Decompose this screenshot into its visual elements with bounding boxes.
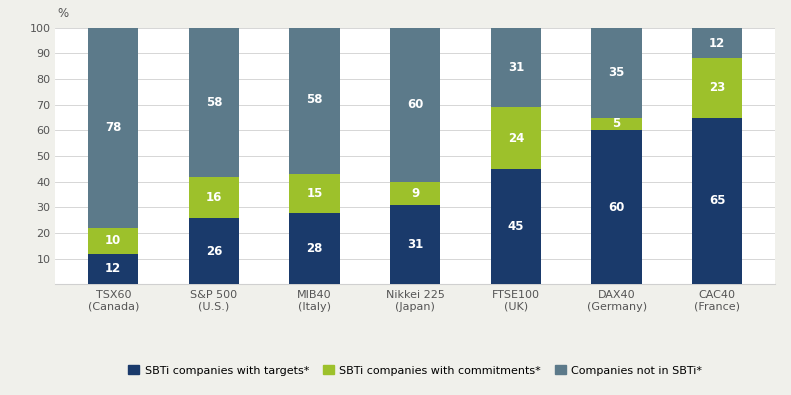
Text: %: %	[58, 7, 69, 20]
Bar	[390, 205, 441, 284]
Bar	[490, 169, 541, 284]
Text: 45: 45	[508, 220, 524, 233]
Text: 23: 23	[710, 81, 725, 94]
Text: 5: 5	[612, 117, 621, 130]
Bar	[88, 28, 138, 228]
Bar	[189, 177, 239, 218]
Bar	[88, 228, 138, 254]
Text: 31: 31	[407, 238, 423, 251]
Text: 9: 9	[411, 187, 419, 200]
Bar	[592, 130, 642, 284]
Bar	[692, 58, 743, 118]
Bar	[88, 254, 138, 284]
Text: 58: 58	[206, 96, 222, 109]
Text: 10: 10	[105, 234, 121, 247]
Bar	[692, 28, 743, 58]
Text: 26: 26	[206, 245, 222, 258]
Legend: SBTi companies with targets*, SBTi companies with commitments*, Companies not in: SBTi companies with targets*, SBTi compa…	[125, 362, 706, 379]
Bar	[290, 25, 340, 174]
Bar	[490, 107, 541, 169]
Text: 24: 24	[508, 132, 524, 145]
Bar	[390, 28, 441, 182]
Bar	[592, 28, 642, 118]
Bar	[592, 118, 642, 130]
Text: 58: 58	[306, 93, 323, 106]
Bar	[189, 218, 239, 284]
Bar	[390, 182, 441, 205]
Text: 60: 60	[407, 98, 423, 111]
Text: 31: 31	[508, 61, 524, 74]
Bar	[290, 174, 340, 213]
Text: 16: 16	[206, 191, 222, 203]
Text: 12: 12	[710, 37, 725, 49]
Text: 15: 15	[306, 187, 323, 200]
Bar	[490, 28, 541, 107]
Text: 12: 12	[105, 263, 121, 275]
Text: 65: 65	[709, 194, 725, 207]
Text: 60: 60	[608, 201, 625, 214]
Text: 78: 78	[105, 121, 122, 134]
Text: 35: 35	[608, 66, 625, 79]
Text: 28: 28	[306, 242, 323, 255]
Bar	[290, 213, 340, 284]
Bar	[189, 28, 239, 177]
Bar	[692, 118, 743, 284]
